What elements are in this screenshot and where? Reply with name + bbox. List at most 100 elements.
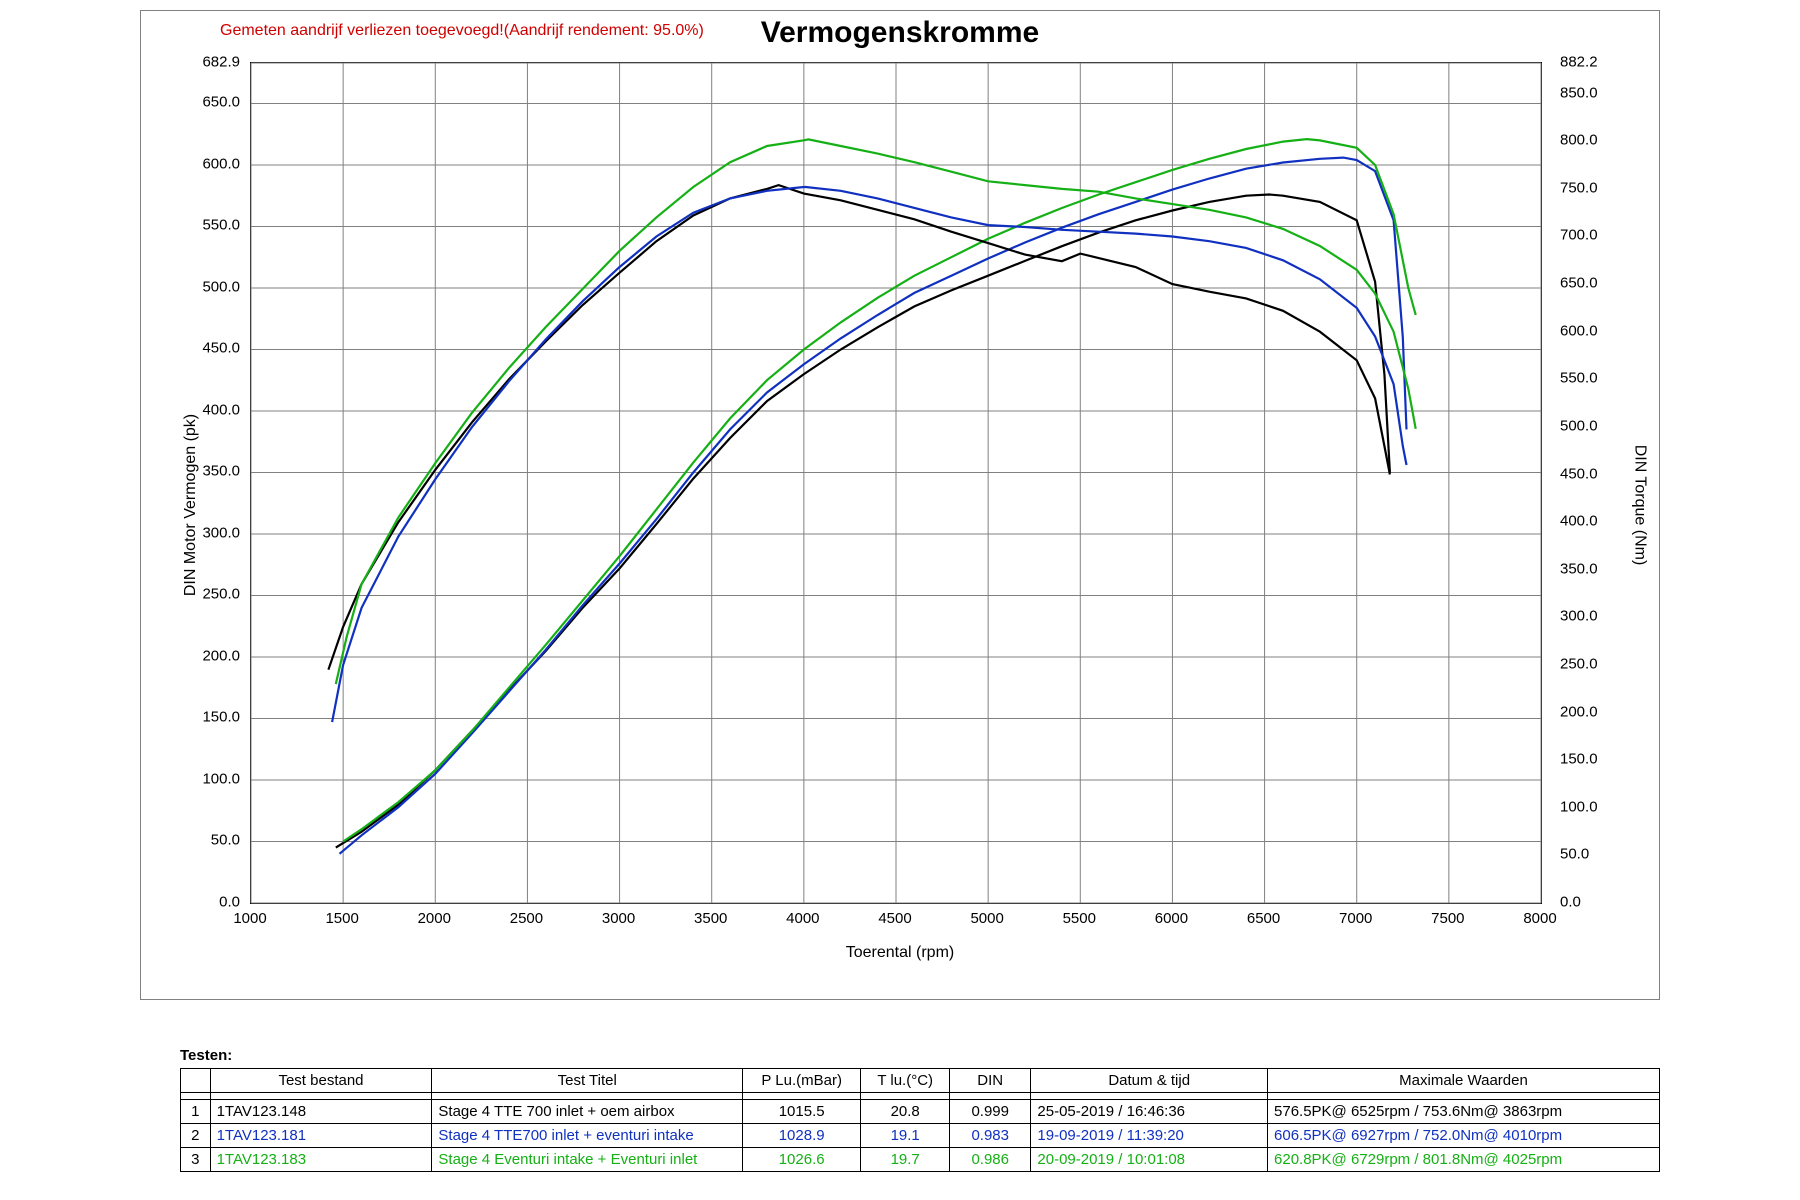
x-axis-label: Toerental (rpm) (140, 944, 1660, 962)
results-table: Test bestandTest TitelP Lu.(mBar)T lu.(°… (180, 1068, 1660, 1172)
x-tick: 5500 (1063, 910, 1096, 927)
table-cell: 19-09-2019 / 11:39:20 (1031, 1124, 1268, 1148)
y-left-tick: 650.0 (160, 94, 240, 111)
x-tick: 7000 (1339, 910, 1372, 927)
y-left-tick: 50.0 (160, 832, 240, 849)
table-cell: 19.1 (861, 1124, 950, 1148)
series-svg (251, 63, 1541, 903)
series-run3_torque (336, 139, 1416, 684)
y-right-tick: 0.0 (1560, 894, 1640, 911)
y-right-tick: 850.0 (1560, 84, 1640, 101)
plot-container: DIN Motor Vermogen (pk) DIN Torque (Nm) … (140, 10, 1660, 1000)
y-right-tick: 350.0 (1560, 560, 1640, 577)
x-tick: 1500 (325, 910, 358, 927)
y-right-tick: 100.0 (1560, 798, 1640, 815)
x-tick: 6000 (1155, 910, 1188, 927)
y-left-tick: 682.9 (160, 54, 240, 71)
y-left-tick: 250.0 (160, 586, 240, 603)
y-left-tick: 200.0 (160, 647, 240, 664)
y-left-tick: 550.0 (160, 217, 240, 234)
table-cell: 0.983 (950, 1124, 1031, 1148)
table-cell: Stage 4 TTE 700 inlet + oem airbox (432, 1100, 743, 1124)
plot-area (250, 62, 1542, 904)
series-run2_torque (332, 187, 1406, 722)
table-cell: 576.5PK@ 6525rpm / 753.6Nm@ 3863rpm (1268, 1100, 1660, 1124)
table-cell: 606.5PK@ 6927rpm / 752.0Nm@ 4010rpm (1268, 1124, 1660, 1148)
x-tick: 4000 (786, 910, 819, 927)
table-header: DIN (950, 1069, 1031, 1093)
y-right-tick: 882.2 (1560, 54, 1640, 71)
table-cell: 1 (181, 1100, 211, 1124)
table-cell: 1026.6 (743, 1148, 861, 1172)
table-cell: 20-09-2019 / 10:01:08 (1031, 1148, 1268, 1172)
y-left-tick: 350.0 (160, 463, 240, 480)
table-row: 21TAV123.181Stage 4 TTE700 inlet + event… (181, 1124, 1660, 1148)
table-cell: Stage 4 Eventuri intake + Eventuri inlet (432, 1148, 743, 1172)
x-tick: 4500 (878, 910, 911, 927)
y-right-tick: 550.0 (1560, 370, 1640, 387)
series-run2_power (340, 158, 1407, 854)
series-run3_power (343, 139, 1416, 841)
y-right-tick: 650.0 (1560, 275, 1640, 292)
y-right-tick: 700.0 (1560, 227, 1640, 244)
table-header: Datum & tijd (1031, 1069, 1268, 1093)
y-left-tick: 150.0 (160, 709, 240, 726)
y-right-tick: 250.0 (1560, 655, 1640, 672)
series-run1_torque (328, 185, 1390, 670)
table-cell: 2 (181, 1124, 211, 1148)
y-left-tick: 400.0 (160, 401, 240, 418)
results-table-section: Testen: Test bestandTest TitelP Lu.(mBar… (180, 1047, 1660, 1172)
table-row: 31TAV123.183Stage 4 Eventuri intake + Ev… (181, 1148, 1660, 1172)
y-right-tick: 50.0 (1560, 846, 1640, 863)
table-cell: 25-05-2019 / 16:46:36 (1031, 1100, 1268, 1124)
x-tick: 3000 (602, 910, 635, 927)
y-left-tick: 0.0 (160, 894, 240, 911)
y-right-tick: 450.0 (1560, 465, 1640, 482)
x-tick: 2500 (510, 910, 543, 927)
table-heading: Testen: (180, 1047, 1660, 1064)
y-right-tick: 150.0 (1560, 751, 1640, 768)
page-root: Vermogenskromme Gemeten aandrijf verliez… (0, 0, 1800, 1200)
x-tick: 8000 (1523, 910, 1556, 927)
y-right-tick: 400.0 (1560, 513, 1640, 530)
y-left-axis-label: DIN Motor Vermogen (pk) (182, 414, 200, 596)
y-left-tick: 500.0 (160, 278, 240, 295)
y-left-tick: 300.0 (160, 524, 240, 541)
x-tick: 2000 (418, 910, 451, 927)
x-tick: 5000 (970, 910, 1003, 927)
table-header: Test bestand (210, 1069, 432, 1093)
table-cell: 1TAV123.183 (210, 1148, 432, 1172)
y-left-tick: 100.0 (160, 770, 240, 787)
table-cell: 1TAV123.148 (210, 1100, 432, 1124)
y-right-tick: 800.0 (1560, 132, 1640, 149)
x-tick: 3500 (694, 910, 727, 927)
x-tick: 6500 (1247, 910, 1280, 927)
series-run1_power (336, 195, 1390, 848)
table-header: Maximale Waarden (1268, 1069, 1660, 1093)
table-cell: 0.999 (950, 1100, 1031, 1124)
table-cell: 20.8 (861, 1100, 950, 1124)
table-cell: Stage 4 TTE700 inlet + eventuri intake (432, 1124, 743, 1148)
y-right-axis-label: DIN Torque (Nm) (1631, 445, 1649, 566)
table-cell: 620.8PK@ 6729rpm / 801.8Nm@ 4025rpm (1268, 1148, 1660, 1172)
y-right-tick: 500.0 (1560, 417, 1640, 434)
table-cell: 1028.9 (743, 1124, 861, 1148)
table-row: 11TAV123.148Stage 4 TTE 700 inlet + oem … (181, 1100, 1660, 1124)
y-right-tick: 200.0 (1560, 703, 1640, 720)
table-cell: 0.986 (950, 1148, 1031, 1172)
table-cell: 19.7 (861, 1148, 950, 1172)
y-right-tick: 600.0 (1560, 322, 1640, 339)
x-tick: 7500 (1431, 910, 1464, 927)
table-cell: 1TAV123.181 (210, 1124, 432, 1148)
x-tick: 1000 (233, 910, 266, 927)
table-cell: 3 (181, 1148, 211, 1172)
y-right-tick: 300.0 (1560, 608, 1640, 625)
table-header: T lu.(°C) (861, 1069, 950, 1093)
y-left-tick: 450.0 (160, 340, 240, 357)
table-header: P Lu.(mBar) (743, 1069, 861, 1093)
table-header: Test Titel (432, 1069, 743, 1093)
table-header (181, 1069, 211, 1093)
y-right-tick: 750.0 (1560, 179, 1640, 196)
y-left-tick: 600.0 (160, 155, 240, 172)
table-cell: 1015.5 (743, 1100, 861, 1124)
